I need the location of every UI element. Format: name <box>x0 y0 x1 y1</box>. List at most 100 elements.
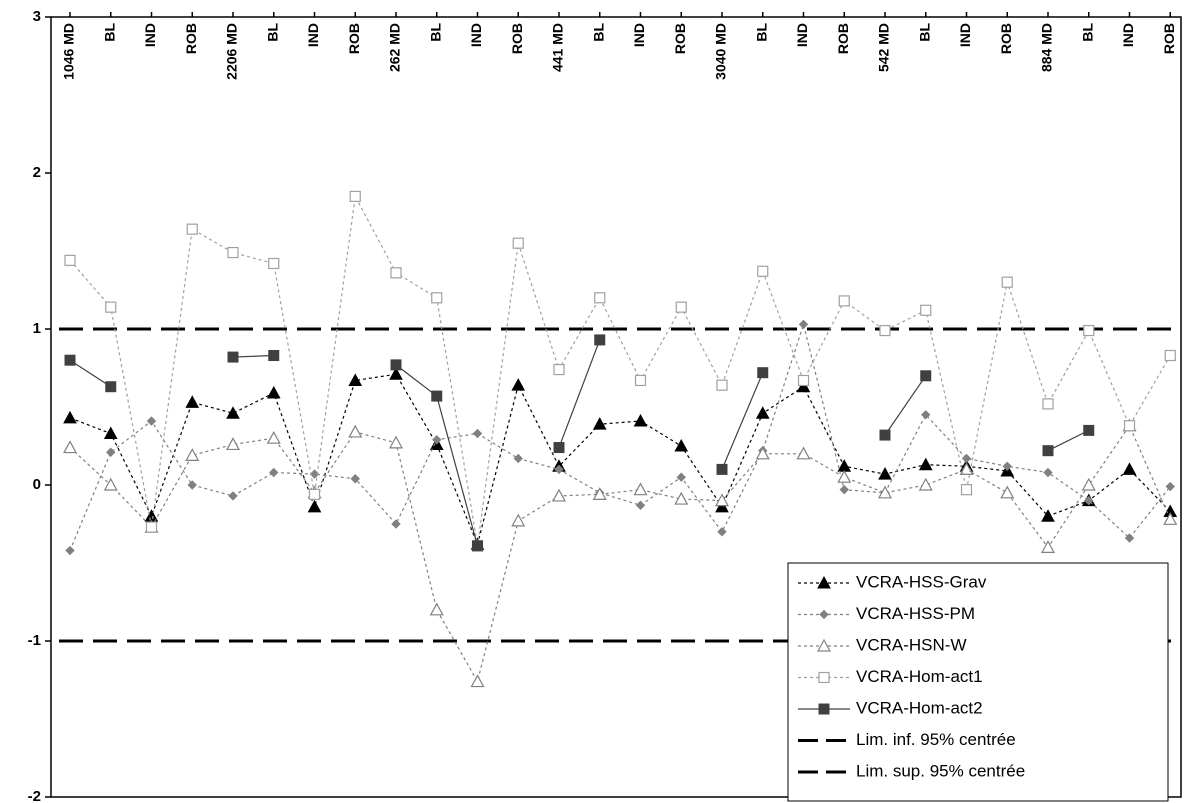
y-tick-label: 1 <box>33 320 41 337</box>
data-point <box>796 379 811 393</box>
data-point <box>103 426 118 440</box>
data-point <box>432 435 442 445</box>
series-line <box>558 339 601 448</box>
data-point <box>757 367 769 379</box>
x-category-label: ROB <box>835 23 851 54</box>
data-point <box>513 453 523 464</box>
data-point <box>633 482 648 496</box>
x-category-label: IND <box>794 23 810 47</box>
data-point <box>227 351 239 363</box>
series-layer <box>62 190 1178 688</box>
series-line <box>721 372 764 470</box>
data-point <box>1124 533 1135 543</box>
data-point <box>1001 276 1013 288</box>
data-point <box>388 435 404 449</box>
data-point <box>390 359 402 371</box>
series-line <box>69 373 1171 547</box>
data-point <box>717 527 727 537</box>
series-line <box>232 354 274 358</box>
data-point <box>918 457 933 471</box>
data-point <box>145 521 158 533</box>
data-point <box>716 379 728 391</box>
x-category-label: IND <box>468 23 484 47</box>
data-point <box>350 474 360 484</box>
series-line <box>69 194 1171 546</box>
data-point <box>511 513 526 527</box>
x-category-label: ROB <box>509 23 525 54</box>
legend-label: VCRA-Hom-act2 <box>856 698 983 717</box>
data-point <box>268 257 280 270</box>
data-point <box>64 254 76 266</box>
y-tick-label: -2 <box>28 788 41 803</box>
data-point <box>920 370 932 382</box>
data-point <box>714 493 730 507</box>
data-point <box>675 301 687 313</box>
data-point <box>1043 467 1053 478</box>
data-point <box>634 374 647 387</box>
data-point <box>185 395 200 408</box>
x-axis: 1046 MD BL IND ROB 2206 MD BL IND ROB 262 MD BL IN… <box>61 12 1177 80</box>
data-point <box>1042 445 1054 457</box>
data-point <box>470 674 485 688</box>
data-point <box>269 467 279 478</box>
data-point <box>635 500 646 510</box>
data-point <box>308 488 321 500</box>
data-point <box>594 334 606 346</box>
series-line <box>884 375 927 436</box>
data-point <box>594 292 606 304</box>
legend-label: Lim. sup. 95% centrée <box>856 761 1025 780</box>
data-point <box>877 485 893 499</box>
x-category-label: IND <box>631 23 647 47</box>
data-point <box>307 499 322 513</box>
legend-item: Lim. inf. 95% centrée <box>798 730 1016 749</box>
data-point <box>64 354 76 366</box>
x-category-label: ROB <box>998 23 1014 54</box>
data-point <box>819 609 829 620</box>
data-point <box>1165 481 1175 492</box>
data-point <box>106 447 116 457</box>
series <box>64 334 1095 552</box>
legend-label: VCRA-HSN-W <box>856 635 967 654</box>
data-point <box>226 406 240 419</box>
data-point <box>512 237 524 249</box>
data-point <box>472 540 483 552</box>
legend-box <box>787 562 1169 802</box>
series-line <box>69 359 112 388</box>
x-category-label: BL <box>916 23 932 42</box>
data-point <box>960 484 973 496</box>
data-point <box>918 477 933 491</box>
series <box>63 367 1178 550</box>
data-point <box>921 410 931 420</box>
data-point <box>266 385 281 399</box>
data-point <box>1000 485 1015 499</box>
x-category-label: ROB <box>1161 23 1177 54</box>
data-point <box>186 223 198 235</box>
data-point <box>105 381 117 393</box>
x-category-label: 3040 MD <box>713 23 729 80</box>
data-point <box>837 469 852 483</box>
data-point <box>1163 512 1178 525</box>
x-category-label: 441 MD <box>550 23 566 72</box>
data-point <box>187 480 197 490</box>
data-point <box>554 464 564 475</box>
data-point <box>592 487 607 500</box>
x-category-label: IND <box>305 23 321 47</box>
y-tick-label: 2 <box>33 164 41 181</box>
x-category-label: 884 MD <box>1039 23 1055 72</box>
legend-item: VCRA-Hom-act1 <box>798 667 983 686</box>
data-point <box>879 324 891 337</box>
x-category-label: ROB <box>183 23 199 54</box>
series-line <box>1047 429 1090 452</box>
legend-label: Lim. inf. 95% centrée <box>856 730 1016 749</box>
data-point <box>63 410 77 424</box>
data-point <box>1083 324 1095 337</box>
data-point <box>1002 461 1012 471</box>
data-point <box>225 437 241 451</box>
data-point <box>839 484 849 495</box>
x-category-label: BL <box>264 23 280 42</box>
data-point <box>391 519 401 529</box>
x-category-label: IND <box>957 23 973 47</box>
data-point <box>1084 495 1094 506</box>
y-tick-label: 0 <box>33 476 41 493</box>
data-point <box>431 292 443 304</box>
